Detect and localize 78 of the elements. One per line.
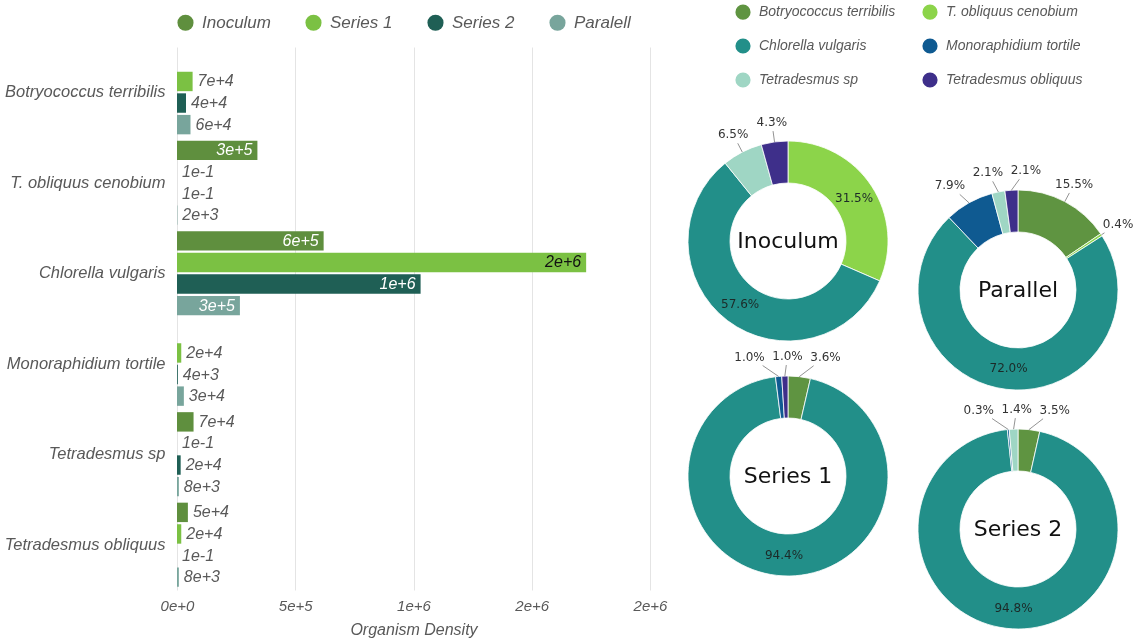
x-tick-label: 0e+0: [160, 596, 196, 614]
legend-label: Botryococcus terribilis: [759, 3, 896, 20]
data-label: 1e-1: [182, 546, 215, 564]
bar: [177, 343, 182, 363]
data-label: 6e+5: [282, 231, 319, 249]
data-label: 7.9%: [934, 178, 966, 193]
bar: [177, 93, 186, 113]
data-label: 94.4%: [764, 547, 804, 562]
data-label: 2.1%: [1010, 163, 1042, 178]
data-label: 4.3%: [756, 115, 788, 130]
bar: [177, 114, 191, 135]
data-label: 1e-1: [182, 162, 215, 180]
bar: [177, 502, 188, 523]
data-label: 8e+3: [183, 568, 220, 586]
data-label: 4e+3: [182, 365, 219, 383]
legend-label: Inoculum: [202, 12, 271, 32]
data-label: 15.5%: [1055, 176, 1094, 191]
y-tick-label: Tetradesmus sp: [48, 444, 166, 463]
data-label: 2e+4: [184, 456, 222, 474]
x-tick-label: 5e+5: [278, 596, 314, 614]
data-label: 1e+6: [379, 275, 416, 293]
data-label: 6e+4: [195, 115, 232, 133]
y-tick-label: T. obliquus cenobium: [10, 172, 166, 191]
data-label: 3e+5: [198, 296, 235, 314]
bar: [177, 231, 324, 251]
data-label: 1.4%: [1001, 402, 1032, 417]
bar: [177, 524, 182, 544]
legend-label: Chlorella vulgaris: [759, 37, 867, 53]
data-label: 1e-1: [182, 434, 215, 452]
slice-label: Series 1: [743, 463, 833, 488]
legend-label: Monoraphidium tortile: [946, 37, 1081, 53]
data-label: 57.6%: [721, 296, 760, 311]
x-axis-title: Organism Density: [350, 620, 479, 638]
data-label: 3.6%: [810, 349, 841, 364]
bar: [177, 252, 587, 273]
y-tick-label: Botryococcus terribilis: [5, 82, 166, 101]
data-label: 31.5%: [835, 190, 874, 205]
bar: [177, 386, 184, 406]
data-label: 7e+4: [197, 72, 234, 90]
data-label: 5e+4: [192, 503, 230, 521]
slice-label: Inoculum: [737, 228, 839, 253]
data-label: 0.4%: [1102, 216, 1134, 231]
legend-label: T. obliquus cenobium: [946, 3, 1079, 20]
data-label: 2e+3: [181, 206, 219, 224]
slice-label: Series 2: [973, 516, 1063, 541]
bar: [177, 455, 181, 475]
x-tick-label: 1e+6: [397, 596, 432, 614]
bar: [177, 412, 194, 432]
data-label: 1.0%: [734, 349, 765, 364]
y-tick-label: Chlorella vulgaris: [38, 263, 166, 282]
x-tick-label: 2e+6: [632, 596, 669, 614]
y-tick-label: Tetradesmus obliquus: [4, 534, 166, 553]
slice-label: Parallel: [977, 277, 1059, 302]
legend-label: Tetradesmus sp: [759, 71, 859, 87]
legend-label: Series 1: [330, 12, 393, 32]
legend-label: Paralell: [574, 12, 632, 32]
data-label: 2e+4: [185, 343, 223, 361]
y-tick-label: Monoraphidium tortile: [6, 353, 166, 372]
data-label: 72.0%: [989, 361, 1028, 376]
data-label: 7e+4: [198, 412, 235, 430]
data-label: 8e+3: [183, 477, 220, 495]
data-label: 2.1%: [972, 165, 1004, 180]
data-label: 4e+4: [190, 94, 228, 112]
data-label: 3e+4: [188, 387, 225, 405]
data-label: 0.3%: [963, 402, 994, 417]
data-label: 1e-1: [182, 184, 215, 202]
legend-label: Tetradesmus obliquus: [946, 71, 1083, 87]
legend-label: Series 2: [452, 12, 515, 32]
data-label: 1.0%: [772, 349, 803, 364]
data-label: 94.8%: [994, 600, 1033, 615]
data-label: 3e+5: [216, 141, 253, 159]
data-label: 2e+6: [544, 253, 582, 271]
x-tick-label: 2e+6: [514, 596, 550, 614]
data-label: 2e+4: [185, 524, 223, 542]
bar: [177, 71, 193, 92]
data-label: 6.5%: [717, 127, 749, 142]
data-label: 3.5%: [1039, 402, 1070, 417]
bar: [177, 274, 421, 294]
